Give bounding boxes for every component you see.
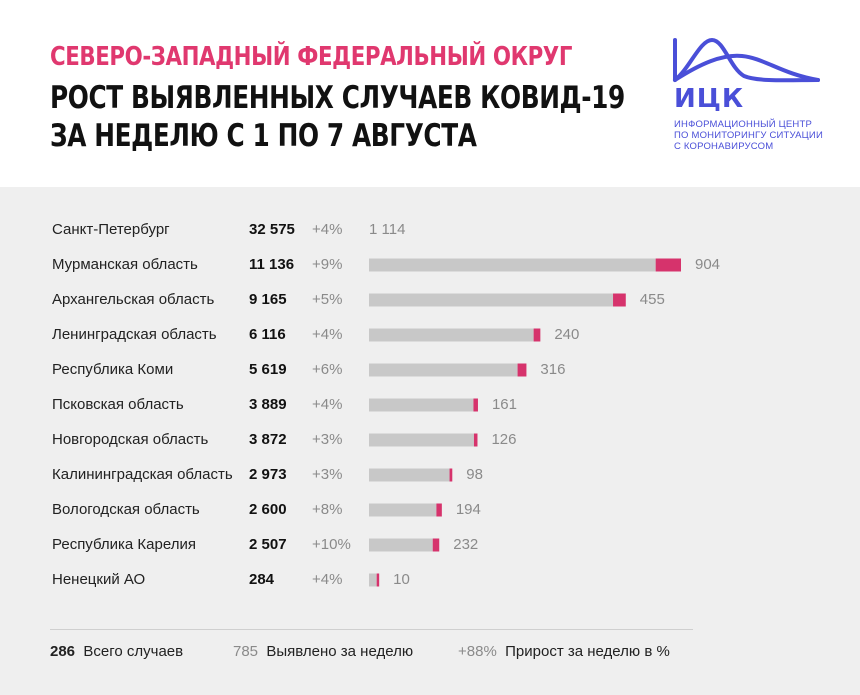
growth-value: +3% — [312, 466, 342, 483]
logo-caption-line-3: с коронавирусом — [674, 141, 774, 152]
growth-value: +10% — [312, 536, 351, 553]
total-value: 11 136 — [249, 256, 294, 273]
bar-weekly-increase — [655, 258, 681, 272]
weekly-new-label: 194 — [456, 501, 481, 518]
category-label: Псковская область — [52, 396, 184, 413]
bar-weekly-increase — [533, 328, 541, 342]
logo: ИЦК Информационный центр по мониторингу … — [672, 38, 823, 152]
category-label: Ненецкий АО — [52, 571, 145, 588]
total-value: 9 165 — [249, 291, 287, 308]
bar-previous — [369, 538, 433, 552]
growth-value: +6% — [312, 361, 342, 378]
growth-value: +3% — [312, 431, 342, 448]
legend-growth-sample: +88% — [458, 643, 497, 660]
bar-previous — [369, 328, 534, 342]
legend-total: 286 Всего случаев — [50, 643, 183, 660]
weekly-new-label: 316 — [540, 361, 565, 378]
total-value: 6 116 — [249, 326, 286, 343]
bar-weekly-increase — [376, 573, 380, 587]
growth-value: +4% — [312, 396, 342, 413]
growth-value: +4% — [312, 221, 342, 238]
growth-value: +9% — [312, 256, 342, 273]
title-main: РОСТ ВЫЯВЛЕННЫХ СЛУЧАЕВ КОВИД-19 — [50, 80, 625, 116]
category-label: Новгородская область — [52, 431, 208, 448]
total-value: 2 600 — [249, 501, 287, 518]
bar-weekly-increase — [432, 538, 440, 552]
weekly-new-label: 126 — [491, 431, 516, 448]
total-value: 2 507 — [249, 536, 287, 553]
bar-previous — [369, 258, 656, 272]
bar-weekly-increase — [473, 433, 478, 447]
title-period: ЗА НЕДЕЛЮ С 1 ПО 7 АВГУСТА — [50, 118, 477, 154]
logo-wave-icon — [673, 38, 820, 83]
growth-value: +4% — [312, 571, 342, 588]
bar-previous — [369, 468, 450, 482]
growth-value: +4% — [312, 326, 342, 343]
logo-caption-line-1: Информационный центр — [674, 119, 812, 130]
category-label: Калининградская область — [52, 466, 233, 483]
legend-total-sample: 286 — [50, 643, 76, 660]
legend-week-label: Выявлено за неделю — [266, 643, 414, 660]
title-region: СЕВЕРО-ЗАПАДНЫЙ ФЕДЕРАЛЬНЫЙ ОКРУГ — [50, 42, 573, 72]
chart-panel: Санкт-Петербург 32 575 +4% 1 114 Мурманская … — [0, 187, 860, 695]
legend-growth-label: Прирост за неделю в % — [505, 643, 670, 660]
bar-weekly-increase — [449, 468, 453, 482]
bar-weekly-increase — [613, 293, 626, 307]
bar-previous — [369, 293, 614, 307]
total-value: 284 — [249, 571, 275, 588]
bar-previous — [369, 573, 377, 587]
bar-weekly-increase — [517, 363, 527, 377]
total-value: 3 889 — [249, 396, 287, 413]
weekly-new-label: 98 — [466, 466, 483, 483]
category-label: Вологодская область — [52, 501, 200, 518]
total-value: 3 872 — [249, 431, 287, 448]
legend-divider — [50, 629, 693, 630]
bar-previous — [369, 363, 518, 377]
logo-caption: Информационный центр по мониторингу ситу… — [674, 119, 823, 152]
bar-previous — [369, 398, 474, 412]
bar-weekly-increase — [436, 503, 442, 517]
weekly-new-label: 1 114 — [369, 221, 405, 238]
category-label: Архангельская область — [52, 291, 214, 308]
weekly-new-label: 455 — [640, 291, 665, 308]
bar-previous — [369, 503, 437, 517]
growth-value: +5% — [312, 291, 342, 308]
bar-previous — [369, 433, 474, 447]
bar-weekly-increase — [473, 398, 478, 412]
weekly-new-label: 904 — [695, 256, 720, 273]
category-label: Мурманская область — [52, 256, 198, 273]
category-label: Ленинградская область — [52, 326, 217, 343]
legend-week-sample: 785 — [233, 643, 259, 660]
growth-value: +8% — [312, 501, 342, 518]
bar-chart: Санкт-Петербург 32 575 +4% 1 114 Мурманская … — [52, 221, 720, 588]
total-value: 2 973 — [249, 466, 287, 483]
logo-caption-line-2: по мониторингу ситуации — [674, 130, 823, 141]
legend-total-label: Всего случаев — [83, 643, 184, 660]
weekly-new-label: 10 — [393, 571, 410, 588]
category-label: Санкт-Петербург — [52, 221, 170, 238]
weekly-new-label: 240 — [554, 326, 579, 343]
logo-abbr: ИЦК — [674, 84, 745, 114]
total-value: 5 619 — [249, 361, 287, 378]
total-value: 32 575 — [249, 221, 295, 238]
category-label: Республика Карелия — [52, 536, 196, 553]
legend-week: 785 Выявлено за неделю — [233, 643, 413, 660]
weekly-new-label: 232 — [453, 536, 478, 553]
legend-growth: +88% Прирост за неделю в % — [458, 643, 670, 660]
weekly-new-label: 161 — [492, 396, 517, 413]
category-label: Республика Коми — [52, 361, 173, 378]
